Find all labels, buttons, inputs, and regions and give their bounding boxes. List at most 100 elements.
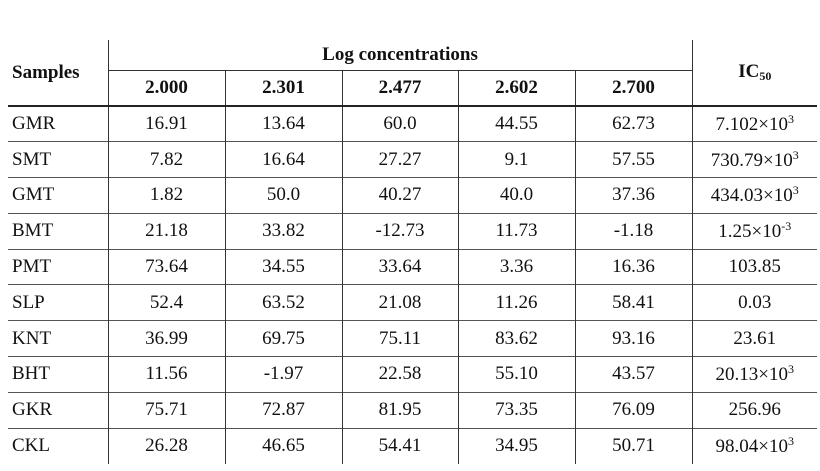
cell: 98.04×103 bbox=[691, 427, 817, 464]
cell: 16.91 bbox=[107, 106, 225, 142]
cell: 36.99 bbox=[107, 320, 225, 357]
exponent: 3 bbox=[787, 112, 794, 127]
cell: 43.57 bbox=[574, 356, 692, 393]
cell: 50.71 bbox=[574, 427, 692, 464]
subscript: 50 bbox=[759, 69, 772, 83]
column-header: 2.000 bbox=[107, 70, 225, 106]
exponent: 3 bbox=[787, 434, 794, 449]
table-row: GMT 1.82 50.0 40.27 40.0 37.36 434.03×103 bbox=[8, 177, 817, 214]
exponent: 3 bbox=[787, 362, 794, 377]
cell: 3.36 bbox=[457, 248, 575, 285]
cell: 103.85 bbox=[691, 248, 817, 285]
cell: -12.73 bbox=[341, 212, 458, 250]
exponent: 3 bbox=[792, 183, 799, 198]
cell: 730.79×103 bbox=[691, 141, 817, 178]
cell: 69.75 bbox=[224, 320, 342, 357]
cell: -1.97 bbox=[224, 356, 342, 393]
cell: 73.35 bbox=[457, 391, 575, 429]
cell-text: 730.79×10 bbox=[710, 149, 793, 171]
sample-name: PMT bbox=[8, 248, 108, 285]
cell: 57.55 bbox=[574, 141, 692, 178]
table-row: CKL 26.28 46.65 54.41 34.95 50.71 98.04×103 bbox=[8, 427, 817, 464]
exponent: 3 bbox=[792, 147, 799, 162]
table-row: BMT 21.18 33.82 -12.73 11.73 -1.18 1.25×10-3 bbox=[8, 212, 817, 250]
table-row: GKR 75.71 72.87 81.95 73.35 76.09 256.96 bbox=[8, 391, 817, 429]
cell-text: 434.03×10 bbox=[710, 185, 793, 207]
exponent: -3 bbox=[781, 219, 792, 234]
data-table: Samples Log concentrations IC50 2.000 2.3… bbox=[8, 40, 817, 464]
cell: 22.58 bbox=[341, 356, 458, 393]
cell: 75.71 bbox=[107, 391, 225, 429]
cell: 33.82 bbox=[224, 212, 342, 250]
cell: 75.11 bbox=[341, 320, 458, 357]
cell: 54.41 bbox=[341, 427, 458, 464]
sample-name: GMR bbox=[12, 113, 56, 135]
sample-name: SMT bbox=[8, 141, 108, 178]
cell: 13.64 bbox=[224, 106, 342, 142]
cell: 58.41 bbox=[574, 284, 692, 321]
cell: 11.73 bbox=[457, 212, 575, 250]
cell: 11.56 bbox=[107, 356, 225, 393]
cell: 26.28 bbox=[107, 427, 225, 464]
column-header: 2.602 bbox=[457, 70, 575, 106]
cell: 73.64 bbox=[107, 248, 225, 285]
cell: 62.73 bbox=[574, 106, 692, 142]
cell: 9.1 bbox=[457, 141, 575, 178]
cell: 21.08 bbox=[341, 284, 458, 321]
cell: 44.55 bbox=[457, 106, 575, 142]
table-header: Samples Log concentrations IC50 2.000 2.3… bbox=[8, 40, 817, 106]
cell-text: IC bbox=[738, 61, 760, 82]
cell: 83.62 bbox=[457, 320, 575, 357]
cell: 11.26 bbox=[457, 284, 575, 321]
column-header: 2.301 bbox=[224, 70, 342, 106]
sample-name: SLP bbox=[8, 284, 108, 321]
cell: 81.95 bbox=[341, 391, 458, 429]
sample-name: KNT bbox=[8, 320, 108, 357]
table-row: BHT 11.56 -1.97 22.58 55.10 43.57 20.13×103 bbox=[8, 356, 817, 393]
cell: 50.0 bbox=[224, 177, 342, 214]
cell: 434.03×103 bbox=[691, 177, 817, 214]
cell-text: 7.102×10 bbox=[715, 114, 788, 136]
cell: 16.36 bbox=[574, 248, 692, 285]
table-row: PMT 73.64 34.55 33.64 3.36 16.36 103.85 bbox=[8, 248, 817, 285]
samples-header: Samples bbox=[12, 61, 80, 83]
cell: 34.55 bbox=[224, 248, 342, 285]
cell: 23.61 bbox=[691, 320, 817, 357]
cell: 93.16 bbox=[574, 320, 692, 357]
cell: 27.27 bbox=[341, 141, 458, 178]
cell-text: 1.25×10 bbox=[718, 221, 782, 243]
sample-name: CKL bbox=[8, 427, 108, 464]
cell: 1.25×10-3 bbox=[691, 212, 817, 250]
table-body: GMR 16.91 13.64 60.0 44.55 62.73 7.102×103 SMT 7… bbox=[8, 106, 817, 464]
cell: 34.95 bbox=[457, 427, 575, 464]
cell: 46.65 bbox=[224, 427, 342, 464]
cell: 60.0 bbox=[341, 106, 458, 142]
ic-header: IC50 bbox=[691, 40, 817, 106]
cell: 52.4 bbox=[107, 284, 225, 321]
column-header: 2.477 bbox=[341, 70, 458, 106]
table-row: GMR 16.91 13.64 60.0 44.55 62.73 7.102×103 bbox=[8, 106, 817, 142]
cell: 7.82 bbox=[107, 141, 225, 178]
cell: 37.36 bbox=[574, 177, 692, 214]
cell: 33.64 bbox=[341, 248, 458, 285]
cell: 20.13×103 bbox=[691, 356, 817, 393]
cell: 0.03 bbox=[691, 284, 817, 321]
sample-name: GKR bbox=[8, 391, 108, 429]
group-header: Log concentrations bbox=[107, 40, 692, 71]
cell: 21.18 bbox=[107, 212, 225, 250]
cell: -1.18 bbox=[574, 212, 692, 250]
column-header: 2.700 bbox=[574, 70, 692, 106]
cell: 40.0 bbox=[457, 177, 575, 214]
cell: 7.102×103 bbox=[691, 106, 817, 142]
table-row: SLP 52.4 63.52 21.08 11.26 58.41 0.03 bbox=[8, 284, 817, 321]
sample-name: BMT bbox=[8, 212, 108, 250]
sample-name: GMT bbox=[8, 177, 108, 214]
cell: 72.87 bbox=[224, 391, 342, 429]
cell: 63.52 bbox=[224, 284, 342, 321]
cell-text: 98.04×10 bbox=[715, 436, 788, 458]
cell: 55.10 bbox=[457, 356, 575, 393]
cell: 76.09 bbox=[574, 391, 692, 429]
cell: 16.64 bbox=[224, 141, 342, 178]
cell: 40.27 bbox=[341, 177, 458, 214]
